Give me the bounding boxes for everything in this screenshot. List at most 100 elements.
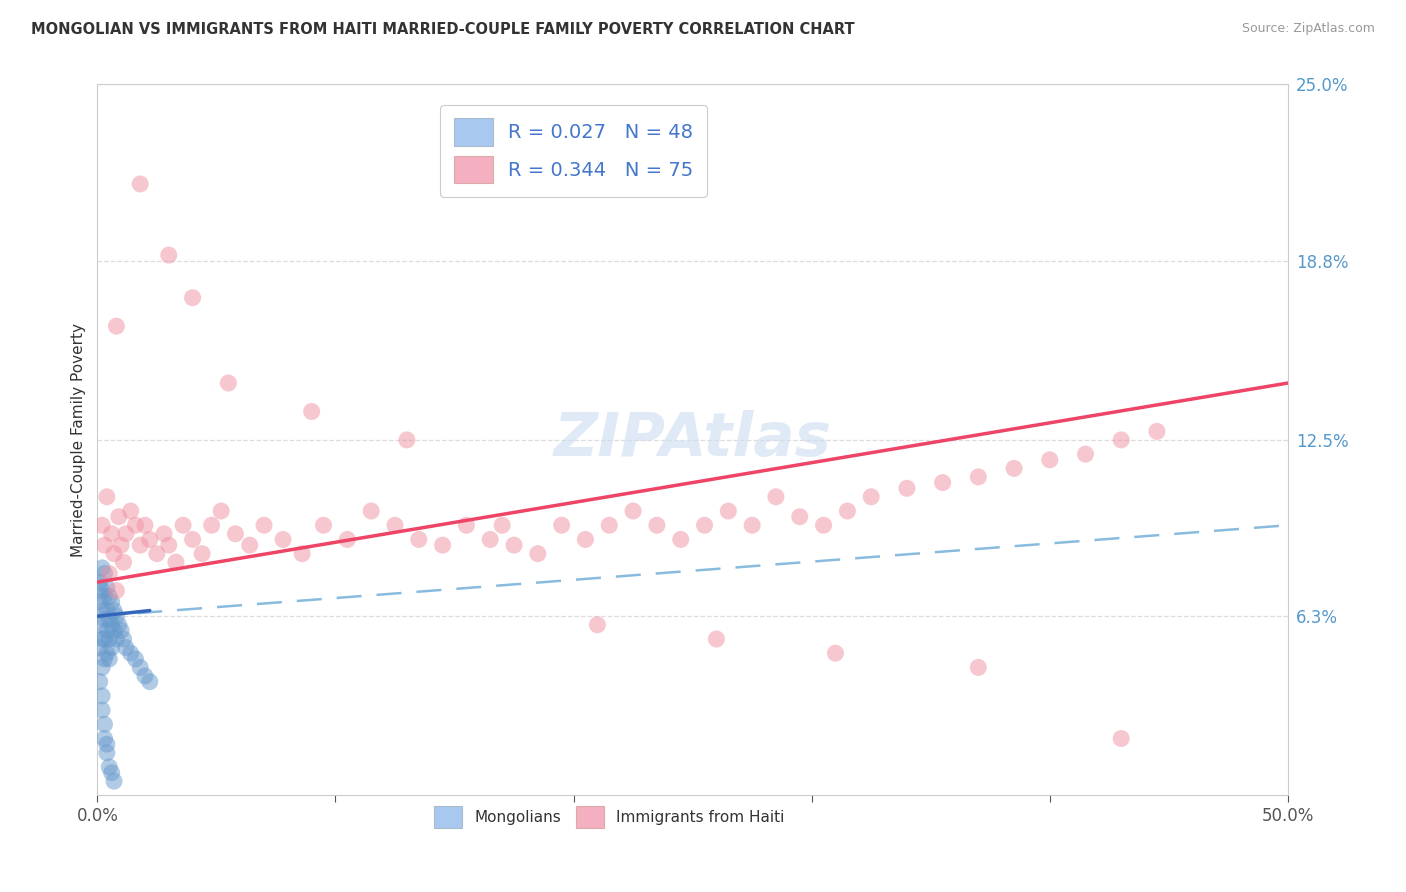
Point xyxy=(432,538,454,552)
Point xyxy=(408,533,430,547)
Point xyxy=(129,660,152,674)
Point xyxy=(491,518,513,533)
Point xyxy=(120,646,142,660)
Point xyxy=(271,533,294,547)
Point xyxy=(1146,425,1168,439)
Point xyxy=(157,248,180,262)
Point xyxy=(91,603,114,617)
Point xyxy=(93,590,115,604)
Point xyxy=(93,731,115,746)
Point xyxy=(105,609,128,624)
Point xyxy=(550,518,572,533)
Point xyxy=(98,652,121,666)
Point xyxy=(96,737,118,751)
Point xyxy=(165,555,187,569)
Point xyxy=(93,612,115,626)
Point xyxy=(100,765,122,780)
Point xyxy=(706,632,728,646)
Point xyxy=(105,583,128,598)
Point xyxy=(103,774,125,789)
Point xyxy=(172,518,194,533)
Point xyxy=(110,538,132,552)
Point xyxy=(621,504,644,518)
Point xyxy=(134,518,156,533)
Point xyxy=(765,490,787,504)
Point xyxy=(291,547,314,561)
Point xyxy=(209,504,232,518)
Point xyxy=(824,646,846,660)
Point xyxy=(100,640,122,655)
Point xyxy=(527,547,550,561)
Point xyxy=(96,490,118,504)
Point xyxy=(860,490,883,504)
Point xyxy=(98,612,121,626)
Point xyxy=(91,561,114,575)
Point xyxy=(115,640,138,655)
Point xyxy=(93,632,115,646)
Text: Source: ZipAtlas.com: Source: ZipAtlas.com xyxy=(1241,22,1375,36)
Point xyxy=(586,617,609,632)
Text: MONGOLIAN VS IMMIGRANTS FROM HAITI MARRIED-COUPLE FAMILY POVERTY CORRELATION CHA: MONGOLIAN VS IMMIGRANTS FROM HAITI MARRI… xyxy=(31,22,855,37)
Point xyxy=(153,526,176,541)
Point xyxy=(693,518,716,533)
Point xyxy=(112,555,135,569)
Point xyxy=(91,703,114,717)
Point xyxy=(98,590,121,604)
Point xyxy=(1074,447,1097,461)
Point xyxy=(312,518,335,533)
Text: ZIPAtlas: ZIPAtlas xyxy=(554,410,831,469)
Point xyxy=(201,518,224,533)
Point xyxy=(110,624,132,638)
Point xyxy=(239,538,262,552)
Point xyxy=(105,632,128,646)
Point xyxy=(360,504,382,518)
Point xyxy=(93,538,115,552)
Point xyxy=(98,632,121,646)
Point xyxy=(336,533,359,547)
Point xyxy=(598,518,620,533)
Point xyxy=(91,518,114,533)
Point xyxy=(191,547,214,561)
Point xyxy=(93,717,115,731)
Point xyxy=(1109,433,1132,447)
Point xyxy=(789,509,811,524)
Point xyxy=(217,376,239,390)
Point xyxy=(224,526,246,541)
Point xyxy=(105,319,128,334)
Point xyxy=(503,538,526,552)
Point xyxy=(124,518,146,533)
Point xyxy=(96,624,118,638)
Point xyxy=(96,603,118,617)
Point xyxy=(120,504,142,518)
Point xyxy=(93,652,115,666)
Point xyxy=(717,504,740,518)
Point xyxy=(91,632,114,646)
Point xyxy=(129,538,152,552)
Point xyxy=(91,583,114,598)
Point xyxy=(93,566,115,581)
Point xyxy=(931,475,953,490)
Point xyxy=(181,291,204,305)
Point xyxy=(253,518,276,533)
Y-axis label: Married-Couple Family Poverty: Married-Couple Family Poverty xyxy=(72,323,86,557)
Point xyxy=(896,481,918,495)
Point xyxy=(107,617,129,632)
Point xyxy=(967,660,990,674)
Point xyxy=(89,674,111,689)
Point xyxy=(384,518,406,533)
Point xyxy=(146,547,169,561)
Point xyxy=(96,646,118,660)
Point xyxy=(91,689,114,703)
Point xyxy=(107,509,129,524)
Point xyxy=(967,470,990,484)
Point xyxy=(129,177,152,191)
Point xyxy=(138,533,160,547)
Point xyxy=(1002,461,1025,475)
Point xyxy=(138,674,160,689)
Point xyxy=(134,669,156,683)
Point xyxy=(1109,731,1132,746)
Point xyxy=(395,433,418,447)
Point xyxy=(124,652,146,666)
Legend: Mongolians, Immigrants from Haiti: Mongolians, Immigrants from Haiti xyxy=(429,800,790,834)
Point xyxy=(100,526,122,541)
